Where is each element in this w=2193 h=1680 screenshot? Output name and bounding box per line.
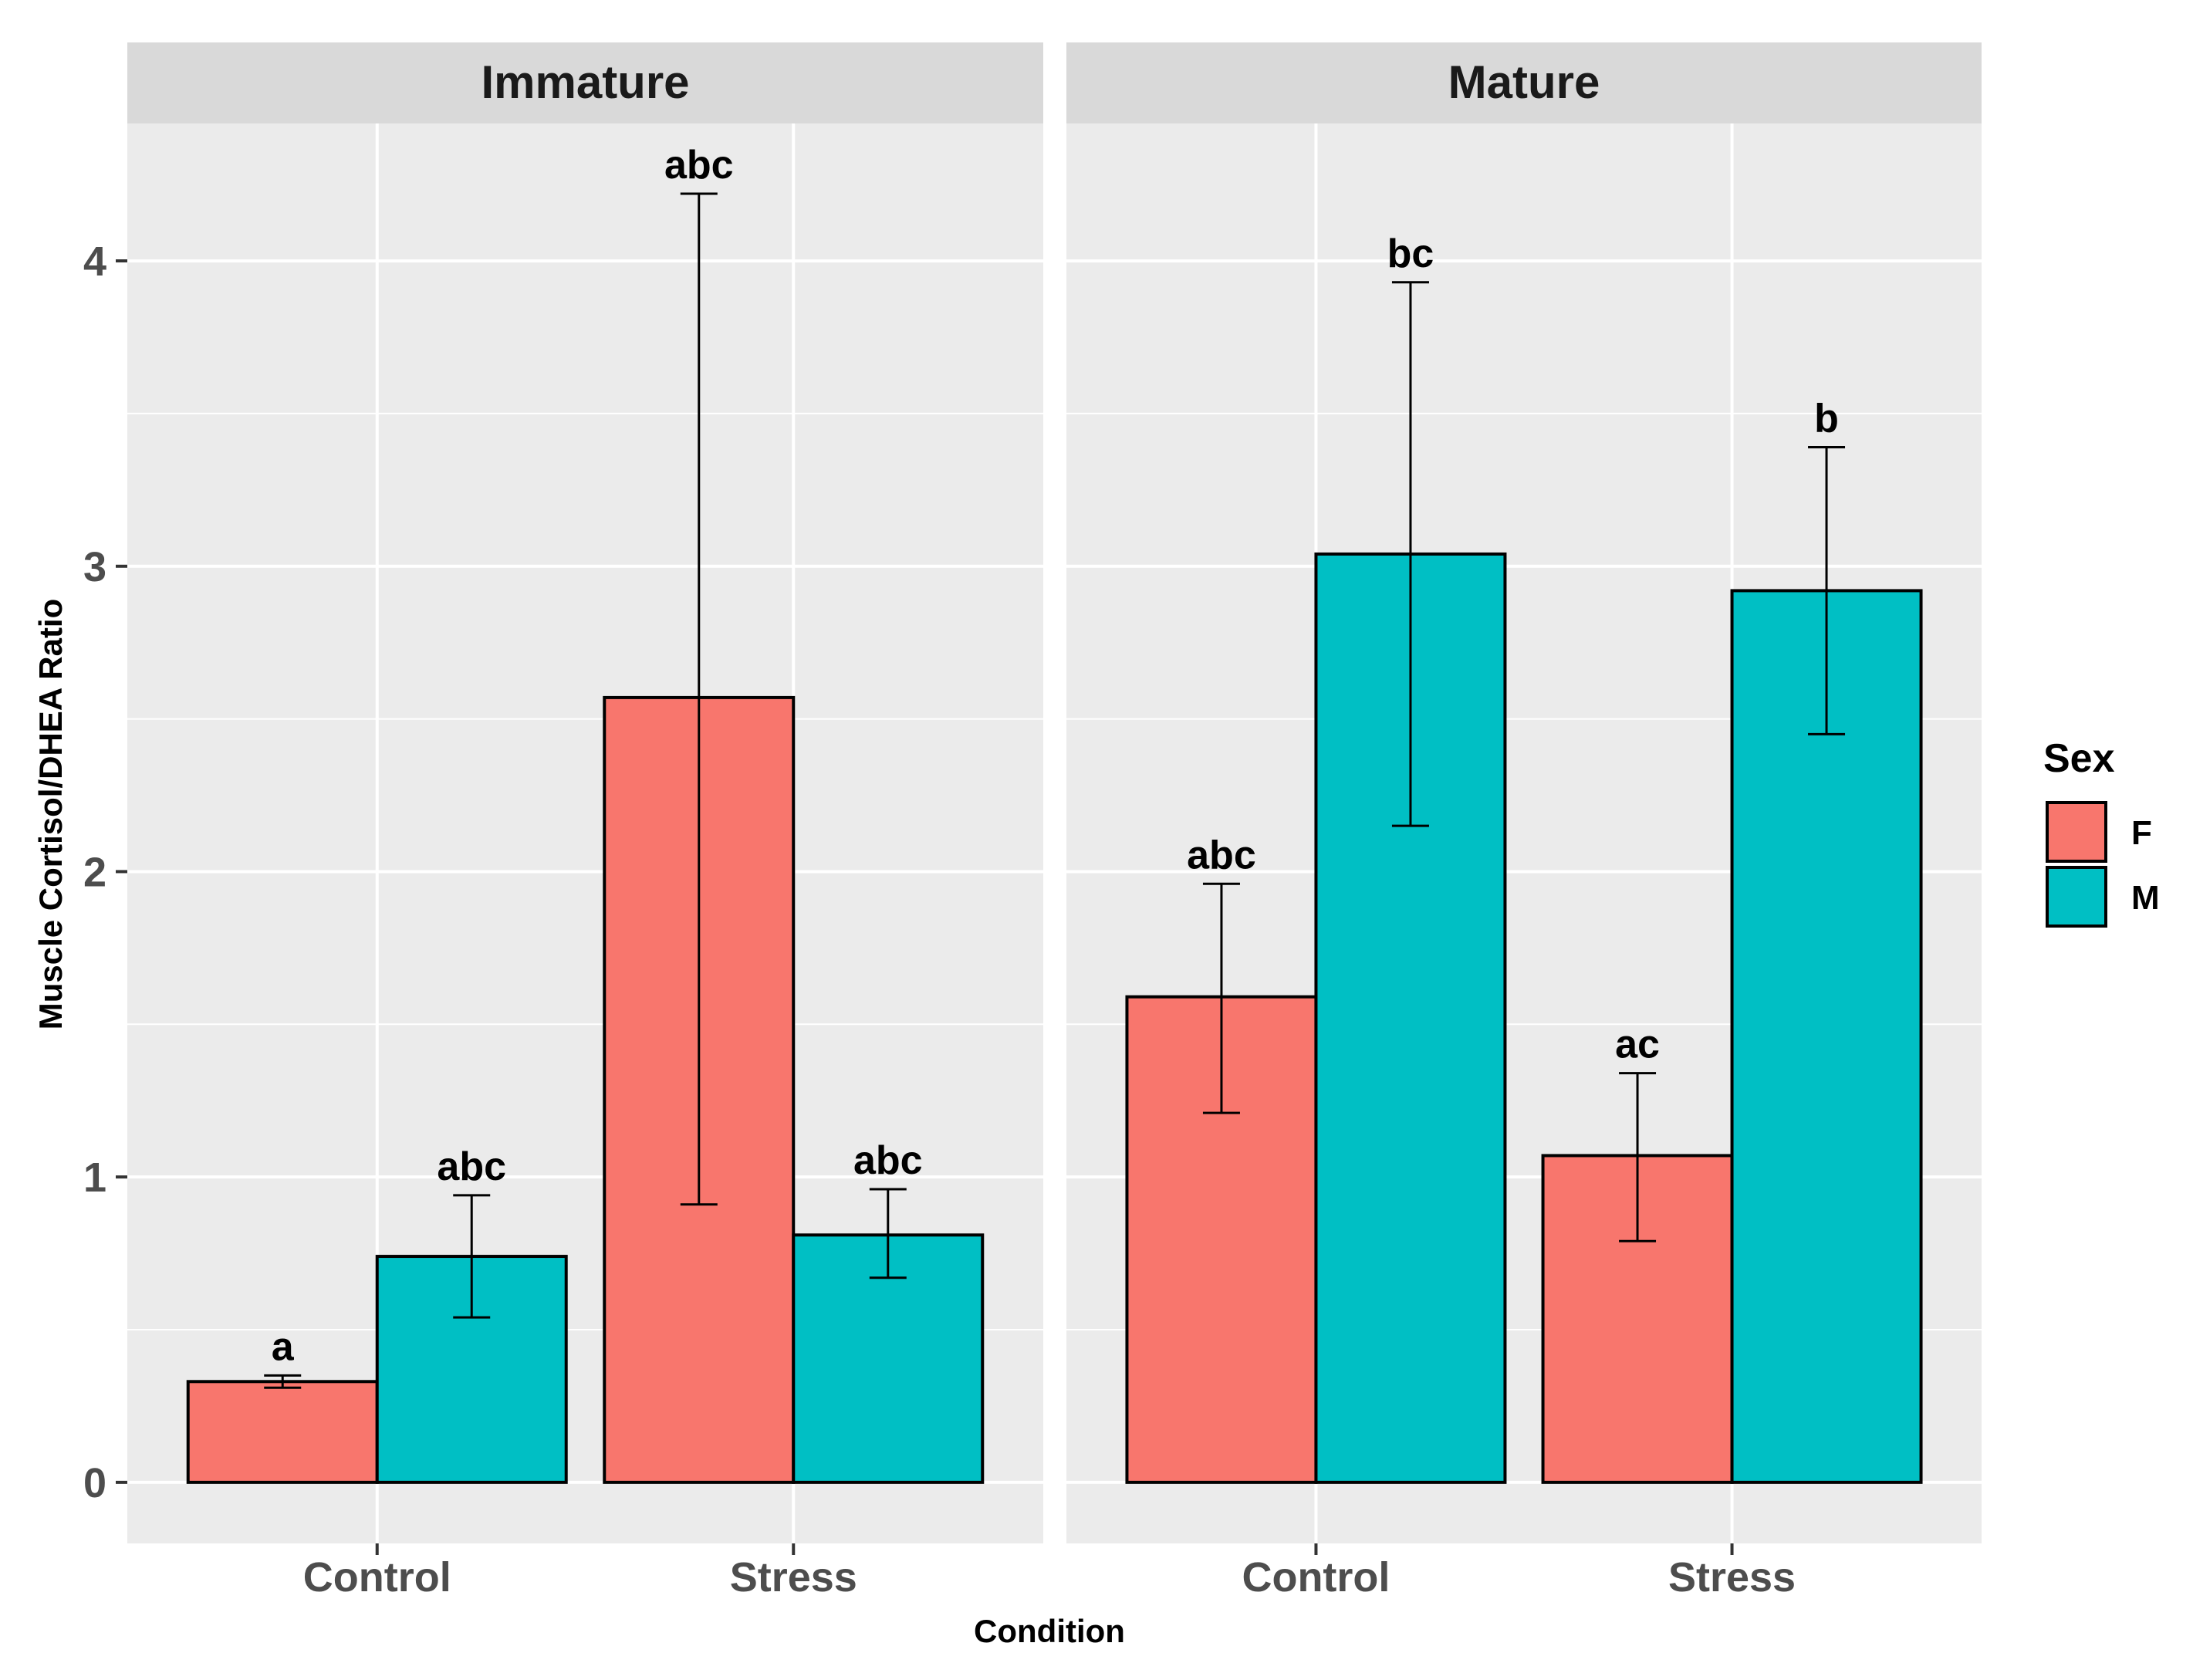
legend-label-f: F (2131, 814, 2152, 852)
facet-panel-mature: Mature abc bc Control ac b Stress (1066, 42, 1982, 1601)
x-tick-label: Stress (1668, 1554, 1796, 1601)
y-axis: 0 1 2 3 4 (83, 238, 127, 1506)
error-bar (453, 1194, 491, 1319)
y-tick-label: 2 (83, 849, 106, 895)
facet-strip (127, 42, 1043, 123)
x-tick-label: Control (303, 1554, 451, 1601)
y-tick-label: 4 (83, 238, 106, 285)
x-tick-label: Stress (730, 1554, 857, 1601)
y-tick-label: 3 (83, 544, 106, 590)
bar-m-stress (1730, 589, 1923, 1484)
facet-panel-immature: Immature a abc Control abc abc Stress (127, 42, 1043, 1601)
facet-strip (1066, 42, 1982, 123)
y-tick-label: 1 (83, 1154, 106, 1201)
legend-key-f (2046, 801, 2107, 863)
facet-title: Immature (481, 56, 689, 108)
significance-label: bc (1387, 232, 1434, 276)
significance-label: b (1814, 396, 1839, 441)
error-bar (1808, 445, 1846, 735)
facet-title: Mature (1448, 56, 1600, 108)
x-axis-title: Condition (974, 1613, 1125, 1649)
y-tick-label: 0 (83, 1460, 106, 1506)
significance-label: abc (1187, 833, 1256, 877)
y-axis-title: Muscle Cortisol/DHEA Ratio (32, 599, 69, 1030)
legend-label-m: M (2131, 879, 2160, 917)
facet-panels: Immature a abc Control abc abc Stress Mature abc… (127, 42, 1982, 1601)
bar-f-control (186, 1380, 379, 1484)
significance-label: abc (853, 1138, 923, 1183)
error-bar (869, 1188, 907, 1279)
x-tick-label: Control (1242, 1554, 1390, 1601)
legend-entries: FM (2046, 801, 2160, 928)
significance-label: a (272, 1324, 295, 1369)
legend-key-m (2046, 866, 2107, 928)
legend-title: Sex (2043, 736, 2115, 781)
significance-label: abc (437, 1144, 506, 1189)
error-bar (1202, 882, 1240, 1114)
error-bar (680, 192, 718, 1206)
significance-label: ac (1615, 1023, 1660, 1067)
significance-label: abc (664, 143, 734, 188)
legend: Sex FM (2043, 736, 2160, 928)
error-bar (1619, 1072, 1657, 1242)
error-bar (1391, 281, 1429, 827)
error-bar (264, 1374, 302, 1389)
